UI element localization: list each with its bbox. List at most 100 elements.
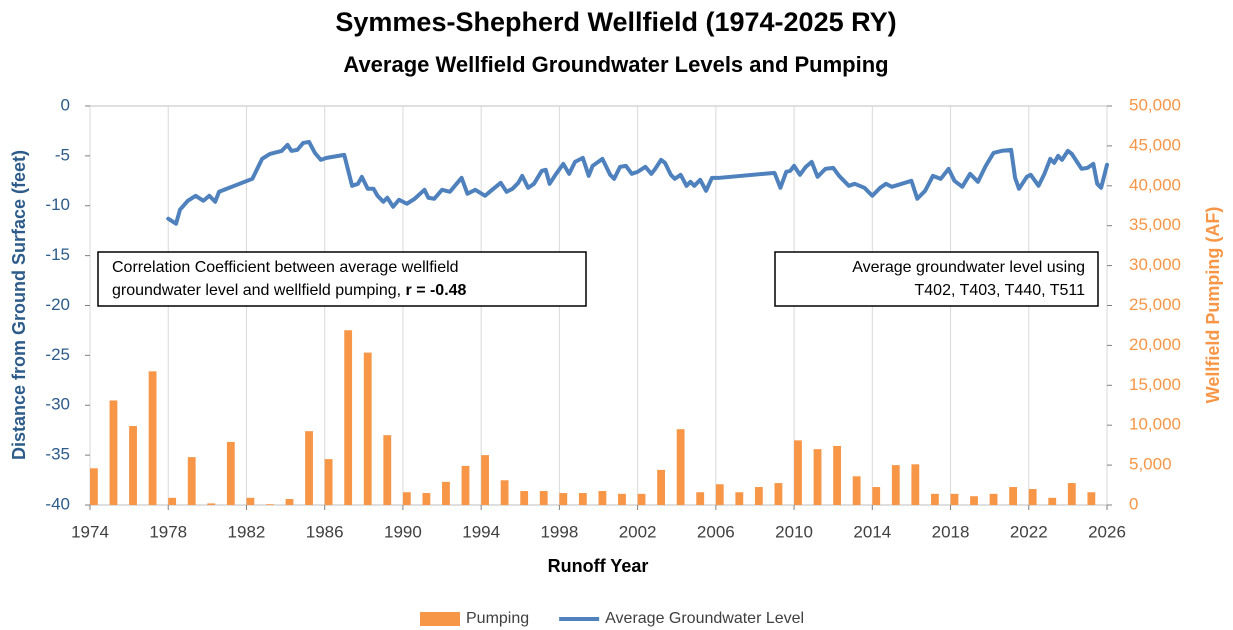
bar <box>207 503 216 505</box>
x-tick-label: 1974 <box>71 522 109 541</box>
bar <box>1087 492 1096 505</box>
y2-tick-label: 45,000 <box>1129 135 1181 154</box>
annotation-text: Correlation Coefficient between average … <box>112 259 459 276</box>
bar <box>246 497 255 505</box>
y2-tick-label: 35,000 <box>1129 215 1181 234</box>
x-tick-label: 2002 <box>619 522 657 541</box>
bar <box>637 493 646 505</box>
bar <box>383 435 392 505</box>
bar <box>1009 487 1018 505</box>
bar <box>559 493 568 505</box>
bar <box>872 487 881 505</box>
x-tick-label: 1982 <box>228 522 266 541</box>
bar <box>481 455 489 505</box>
y2-tick-label: 50,000 <box>1129 95 1181 114</box>
bar <box>715 484 724 505</box>
bar <box>148 371 157 505</box>
bar <box>168 497 177 505</box>
bar <box>324 459 333 505</box>
annotation-text: groundwater level and wellfield pumping,… <box>112 282 467 299</box>
bar <box>539 491 548 505</box>
y2-tick-label: 5,000 <box>1129 455 1172 474</box>
bar <box>911 464 920 505</box>
y-tick-label: -10 <box>45 195 70 214</box>
chart-title: Symmes-Shepherd Wellfield (1974-2025 RY) <box>335 7 896 37</box>
bar <box>422 493 431 505</box>
y-tick-label: -5 <box>55 145 70 164</box>
bar <box>813 449 822 505</box>
y2-tick-label: 25,000 <box>1129 295 1181 314</box>
annotation-box <box>97 251 587 307</box>
legend-swatch <box>420 612 460 626</box>
bar <box>578 493 587 505</box>
y-tick-label: -40 <box>45 494 70 513</box>
bar <box>950 493 959 505</box>
bar <box>676 429 685 505</box>
legend-label: Pumping <box>466 610 529 627</box>
annotations: Correlation Coefficient between average … <box>97 251 1099 307</box>
bar <box>657 469 665 505</box>
bar <box>618 493 626 505</box>
bar <box>852 476 861 505</box>
x-tick-label: 2022 <box>1010 522 1048 541</box>
bar <box>90 468 98 505</box>
annotation-text: groundwater level and wellfield pumping, <box>112 282 406 299</box>
x-tick-label: 2014 <box>853 522 891 541</box>
bar <box>305 431 313 505</box>
y-tick-label: 0 <box>61 95 70 114</box>
y2-tick-label: 20,000 <box>1129 335 1181 354</box>
bar <box>500 480 509 505</box>
bar <box>402 492 411 505</box>
bar <box>129 425 137 505</box>
annotation-bold: r = -0.48 <box>406 282 467 299</box>
y-tick-label: -15 <box>45 245 70 264</box>
x-tick-label: 1990 <box>384 522 422 541</box>
bar <box>735 492 744 505</box>
x-tick-label: 2018 <box>932 522 970 541</box>
bar <box>930 493 939 505</box>
bar <box>1028 489 1037 505</box>
bar <box>833 445 842 505</box>
annotation-text: T402, T403, T440, T511 <box>915 282 1086 299</box>
y2-tick-label: 0 <box>1129 494 1138 513</box>
bar <box>285 499 294 505</box>
chart-subtitle: Average Wellfield Groundwater Levels and… <box>343 52 888 77</box>
y-axis-title: Distance from Ground Surface (feet) <box>9 150 29 460</box>
x-tick-label: 1998 <box>540 522 578 541</box>
bar <box>1067 483 1076 505</box>
bar <box>891 465 900 505</box>
y2-tick-label: 10,000 <box>1129 415 1181 434</box>
bar <box>187 457 196 505</box>
bar <box>696 492 705 505</box>
x-tick-label: 1986 <box>306 522 344 541</box>
bar <box>598 491 607 505</box>
bar <box>226 441 235 505</box>
y-tick-label: -20 <box>45 295 70 314</box>
annotation-box <box>774 251 1099 307</box>
bar <box>363 352 372 505</box>
bar <box>266 504 274 505</box>
y2-tick-label: 15,000 <box>1129 375 1181 394</box>
y2-tick-label: 30,000 <box>1129 255 1181 274</box>
x-tick-label: 1978 <box>149 522 187 541</box>
x-tick-label: 2006 <box>697 522 735 541</box>
y2-axis-title: Wellfield Pumping (AF) <box>1203 207 1223 404</box>
bar <box>989 493 998 505</box>
bar <box>794 440 802 505</box>
bar <box>774 483 783 505</box>
y2-tick-label: 40,000 <box>1129 175 1181 194</box>
bar <box>109 400 118 505</box>
x-axis-title: Runoff Year <box>548 556 649 576</box>
bar <box>520 491 529 505</box>
bar <box>754 487 763 505</box>
bar <box>970 496 978 505</box>
y-tick-label: -30 <box>45 395 70 414</box>
y-tick-label: -25 <box>45 345 70 364</box>
bar <box>1048 497 1057 505</box>
x-tick-label: 2010 <box>775 522 813 541</box>
bar <box>442 481 450 505</box>
legend-label: Average Groundwater Level <box>605 610 804 627</box>
line <box>166 139 1109 226</box>
